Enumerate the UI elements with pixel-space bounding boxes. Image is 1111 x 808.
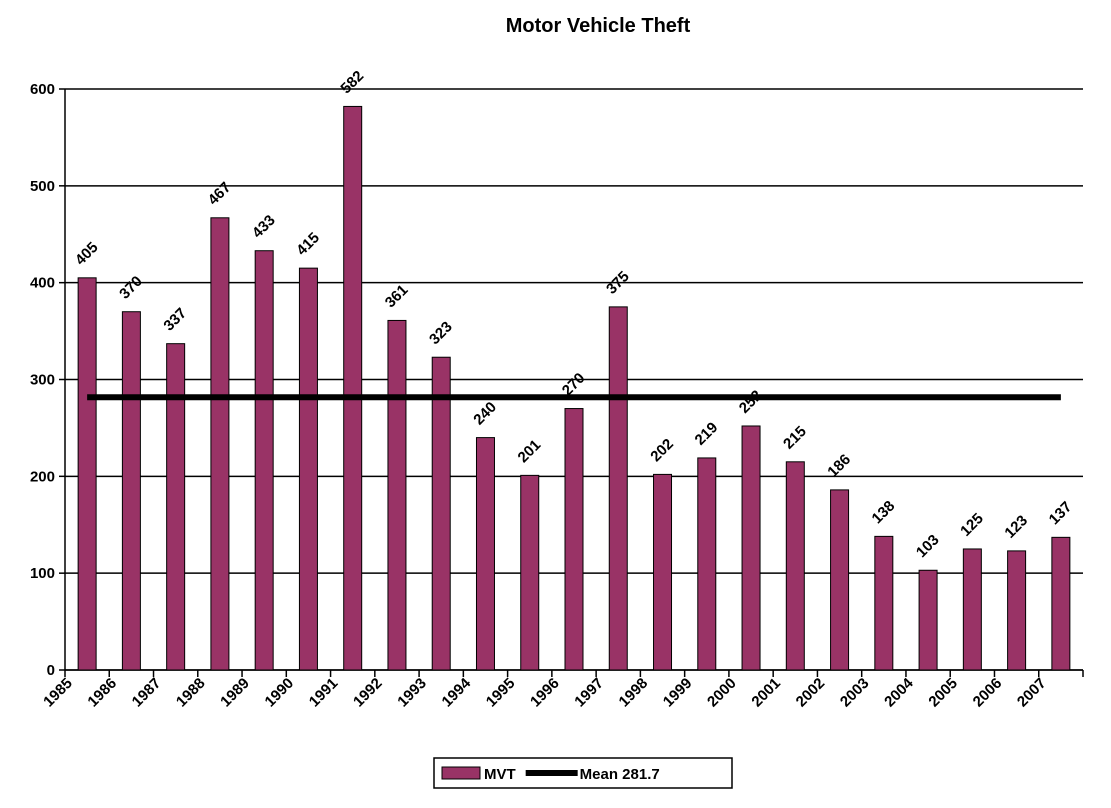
x-tick-label: 1993 [394, 675, 430, 711]
bar [1007, 550, 1027, 671]
x-tick-label: 2002 [793, 675, 829, 711]
x-tick-label: 1995 [483, 675, 519, 711]
x-tick-label: 1990 [262, 675, 298, 711]
y-tick-label: 600 [30, 81, 55, 98]
x-tick-label: 2005 [925, 675, 961, 711]
x-tick-label: 1985 [40, 675, 76, 711]
bar [785, 461, 805, 671]
data-label: 240 [470, 399, 500, 429]
bar [1051, 536, 1071, 671]
bar [254, 250, 274, 671]
data-label: 361 [382, 282, 412, 312]
x-tick-label: 1987 [129, 675, 165, 711]
data-label: 433 [249, 212, 279, 242]
x-tick-label: 1986 [84, 675, 120, 711]
bar [343, 105, 363, 671]
bar [653, 473, 673, 671]
x-tick-label: 2003 [837, 675, 873, 711]
bar [475, 437, 495, 671]
bar [77, 277, 97, 671]
data-label: 202 [647, 436, 677, 466]
bar [387, 319, 407, 671]
x-tick-label: 2000 [704, 675, 740, 711]
x-tick-label: 2007 [1014, 675, 1050, 711]
data-label: 103 [913, 531, 943, 561]
bar [918, 569, 938, 671]
y-tick-label: 500 [30, 178, 55, 195]
bar [608, 306, 628, 671]
bar [121, 311, 141, 671]
x-tick-label: 1988 [173, 675, 209, 711]
x-tick-label: 2001 [748, 675, 784, 711]
y-tick-label: 100 [30, 565, 55, 582]
bar [874, 535, 894, 671]
data-label: 582 [338, 68, 368, 98]
bar [431, 356, 451, 671]
bar [697, 457, 717, 671]
x-tick-label: 1998 [616, 675, 652, 711]
data-label: 323 [426, 318, 456, 348]
y-tick-label: 300 [30, 372, 55, 389]
data-label: 137 [1046, 498, 1076, 528]
data-label: 215 [780, 423, 810, 453]
y-tick-label: 0 [47, 662, 55, 679]
data-label: 467 [205, 179, 235, 209]
data-label: 252 [736, 387, 766, 417]
bar [520, 474, 540, 671]
bar [830, 489, 850, 671]
x-tick-label: 2006 [970, 675, 1006, 711]
x-tick-label: 1991 [306, 675, 342, 711]
x-tick-label: 1992 [350, 675, 386, 711]
chart-title: Motor Vehicle Theft [506, 15, 691, 37]
bar [564, 408, 584, 671]
legend-box [433, 757, 733, 789]
data-label: 370 [116, 273, 146, 303]
y-tick-label: 200 [30, 468, 55, 485]
data-label: 219 [692, 419, 722, 449]
x-tick-label: 1997 [571, 675, 607, 711]
x-tick-label: 1996 [527, 675, 563, 711]
bar [298, 267, 318, 671]
legend-label: Mean 281.7 [580, 766, 660, 783]
y-tick-label: 400 [30, 275, 55, 292]
bar [210, 217, 230, 671]
x-tick-label: 1999 [660, 675, 696, 711]
data-label: 415 [293, 229, 323, 259]
data-label: 375 [603, 268, 633, 298]
data-label: 201 [515, 436, 545, 466]
data-label: 123 [1001, 512, 1031, 542]
bar [741, 425, 761, 671]
data-label: 405 [72, 239, 102, 269]
x-tick-label: 1989 [217, 675, 253, 711]
legend: MVT Mean 281.7 [433, 757, 733, 789]
data-label: 138 [869, 497, 899, 527]
bar [962, 548, 982, 671]
bar [166, 343, 186, 671]
data-label: 125 [957, 510, 987, 540]
legend-swatch [441, 766, 481, 780]
x-tick-label: 2004 [881, 674, 917, 710]
data-label: 337 [160, 305, 190, 335]
legend-label: MVT [484, 766, 516, 783]
x-tick-label: 1994 [439, 674, 475, 710]
